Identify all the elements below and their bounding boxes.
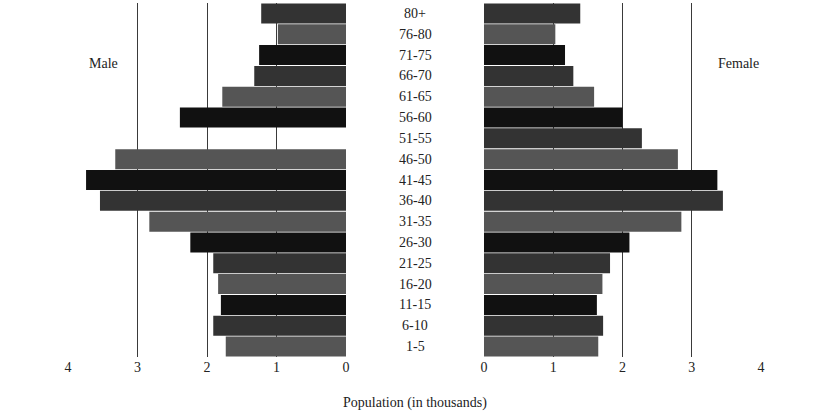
- svg-text:76-80: 76-80: [399, 27, 432, 42]
- svg-text:71-75: 71-75: [399, 48, 432, 63]
- svg-text:2: 2: [204, 360, 211, 375]
- svg-text:21-25: 21-25: [399, 256, 432, 271]
- svg-text:0: 0: [481, 360, 488, 375]
- svg-text:3: 3: [688, 360, 695, 375]
- svg-text:66-70: 66-70: [399, 68, 432, 83]
- svg-text:11-15: 11-15: [399, 297, 431, 312]
- svg-text:0: 0: [343, 360, 350, 375]
- svg-text:26-30: 26-30: [399, 235, 432, 250]
- svg-text:80+: 80+: [404, 6, 426, 21]
- svg-text:4: 4: [65, 360, 72, 375]
- svg-text:Population (in thousands): Population (in thousands): [343, 395, 487, 411]
- svg-text:56-60: 56-60: [399, 110, 432, 125]
- svg-text:3: 3: [134, 360, 141, 375]
- svg-text:51-55: 51-55: [399, 131, 432, 146]
- svg-text:46-50: 46-50: [399, 152, 432, 167]
- svg-text:31-35: 31-35: [399, 214, 432, 229]
- svg-text:Male: Male: [89, 56, 118, 71]
- svg-text:16-20: 16-20: [399, 277, 432, 292]
- svg-text:2: 2: [619, 360, 626, 375]
- svg-text:61-65: 61-65: [399, 89, 432, 104]
- svg-text:6-10: 6-10: [402, 318, 428, 333]
- svg-text:41-45: 41-45: [399, 173, 432, 188]
- svg-text:Female: Female: [718, 56, 759, 71]
- svg-text:1-5: 1-5: [406, 339, 425, 354]
- svg-text:36-40: 36-40: [399, 193, 432, 208]
- svg-text:1: 1: [550, 360, 557, 375]
- svg-text:1: 1: [273, 360, 280, 375]
- svg-text:4: 4: [758, 360, 765, 375]
